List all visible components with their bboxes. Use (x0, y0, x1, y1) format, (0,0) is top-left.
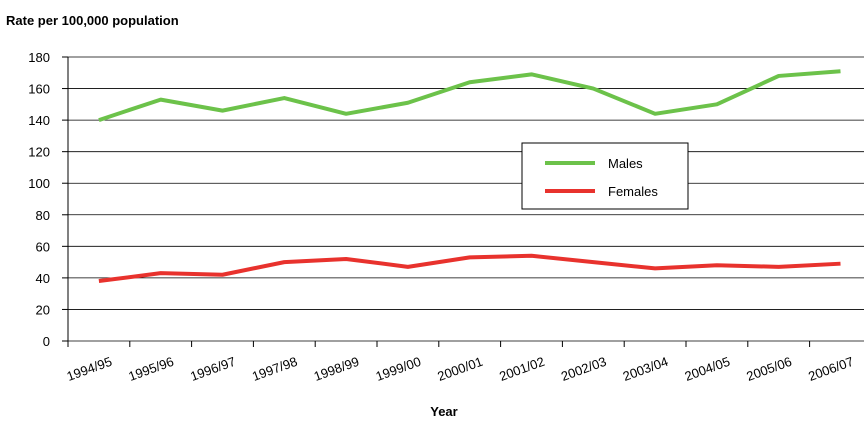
y-tick-label: 0 (43, 334, 50, 349)
data-line (98, 69, 841, 123)
x-tick-label: 1996/97 (188, 354, 237, 384)
y-tick-label: 40 (36, 271, 50, 286)
y-tick-label: 120 (28, 145, 50, 160)
y-tick-label: 60 (36, 239, 50, 254)
legend-label: Males (608, 156, 643, 171)
y-tick-label: 80 (36, 208, 50, 223)
x-tick-label: 2003/04 (621, 354, 670, 384)
legend-label: Females (608, 184, 658, 199)
x-tick-label: 1995/96 (126, 354, 175, 384)
y-tick-label: 20 (36, 302, 50, 317)
y-tick-label: 140 (28, 113, 50, 128)
x-tick-label: 2000/01 (435, 354, 484, 384)
x-tick-label: 1998/99 (312, 354, 361, 384)
x-axis-label: Year (430, 404, 457, 419)
y-tick-label: 180 (28, 50, 50, 65)
x-tick-label: 2006/07 (806, 354, 855, 384)
x-tick-label: 2004/05 (683, 354, 732, 384)
x-tick-label: 2001/02 (497, 354, 546, 384)
x-tick-label: 1994/95 (65, 354, 114, 384)
legend-box (521, 142, 689, 210)
x-tick-label: 1999/00 (374, 354, 423, 384)
x-tick-label: 2002/03 (559, 354, 608, 384)
chart-title: Rate per 100,000 population (6, 13, 179, 28)
data-line (98, 253, 841, 284)
y-tick-label: 160 (28, 82, 50, 97)
x-tick-label: 1997/98 (250, 354, 299, 384)
x-tick-label: 2005/06 (744, 354, 793, 384)
y-tick-label: 100 (28, 176, 50, 191)
